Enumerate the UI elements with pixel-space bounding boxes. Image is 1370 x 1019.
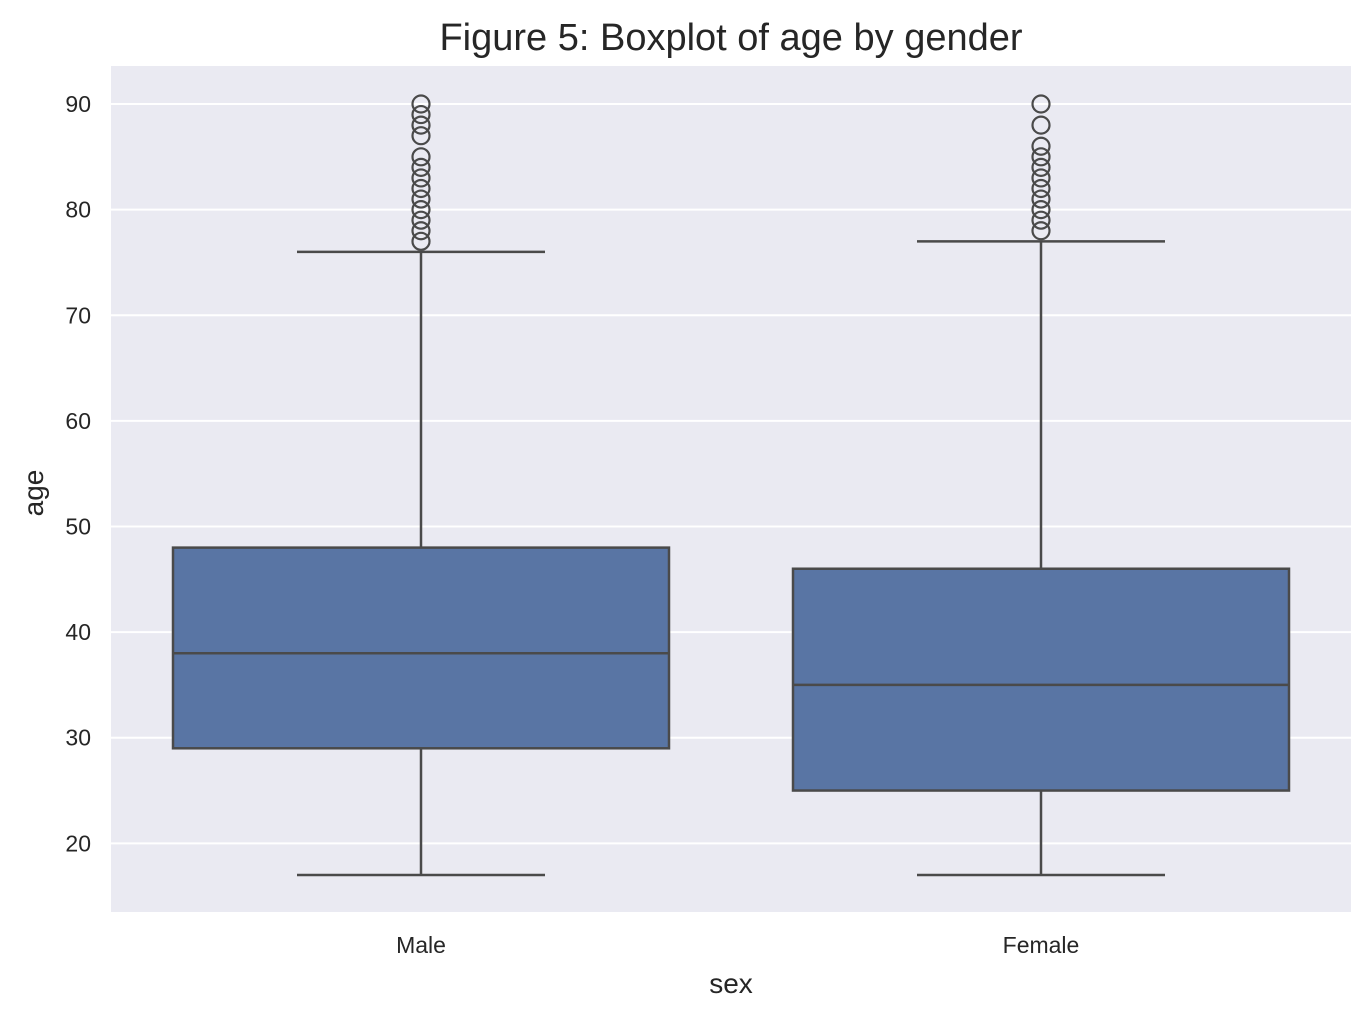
outlier-point — [411, 157, 431, 177]
y-tick-label: 30 — [65, 725, 91, 751]
outlier-point — [1031, 221, 1051, 241]
outlier-point — [1031, 200, 1051, 220]
chart-title: Figure 5: Boxplot of age by gender — [439, 17, 1022, 59]
outlier-point — [411, 210, 431, 230]
box-group — [171, 94, 671, 877]
outlier-point — [1031, 115, 1051, 135]
y-tick-label: 70 — [65, 302, 91, 328]
y-tick-label: 60 — [65, 408, 91, 434]
outlier-point — [411, 221, 431, 241]
outlier-point — [411, 126, 431, 146]
x-tick-label: Male — [396, 932, 446, 958]
y-tick-label: 80 — [65, 197, 91, 223]
outlier-point — [411, 115, 431, 135]
tick-labels: 20 30 40 50 60 70 80 90 Male Female — [65, 91, 1079, 958]
outlier-point — [1031, 94, 1051, 114]
outlier-point — [411, 147, 431, 167]
boxes — [171, 94, 1291, 877]
box-iqr — [791, 567, 1291, 792]
outlier-point — [1031, 178, 1051, 199]
outlier-point — [411, 168, 431, 188]
y-tick-label: 40 — [65, 619, 91, 645]
outlier-point — [411, 104, 431, 125]
box-group — [791, 94, 1291, 877]
x-axis-label: sex — [709, 968, 753, 999]
outlier-point — [411, 200, 431, 220]
outlier-point — [1031, 136, 1051, 156]
outlier-point — [1031, 168, 1051, 188]
y-axis-label: age — [18, 470, 49, 517]
y-tick-label: 90 — [65, 91, 91, 117]
y-tick-label: 20 — [65, 830, 91, 856]
outlier-point — [411, 178, 431, 199]
outlier-point — [1031, 157, 1051, 177]
outlier-point — [411, 231, 431, 251]
outlier-point — [1031, 189, 1051, 209]
outlier-point — [1031, 210, 1051, 230]
outlier-point — [411, 94, 431, 114]
x-tick-label: Female — [1003, 932, 1080, 958]
box-iqr — [171, 546, 671, 750]
outlier-point — [411, 189, 431, 209]
y-tick-label: 50 — [65, 513, 91, 539]
outlier-point — [1031, 147, 1051, 167]
